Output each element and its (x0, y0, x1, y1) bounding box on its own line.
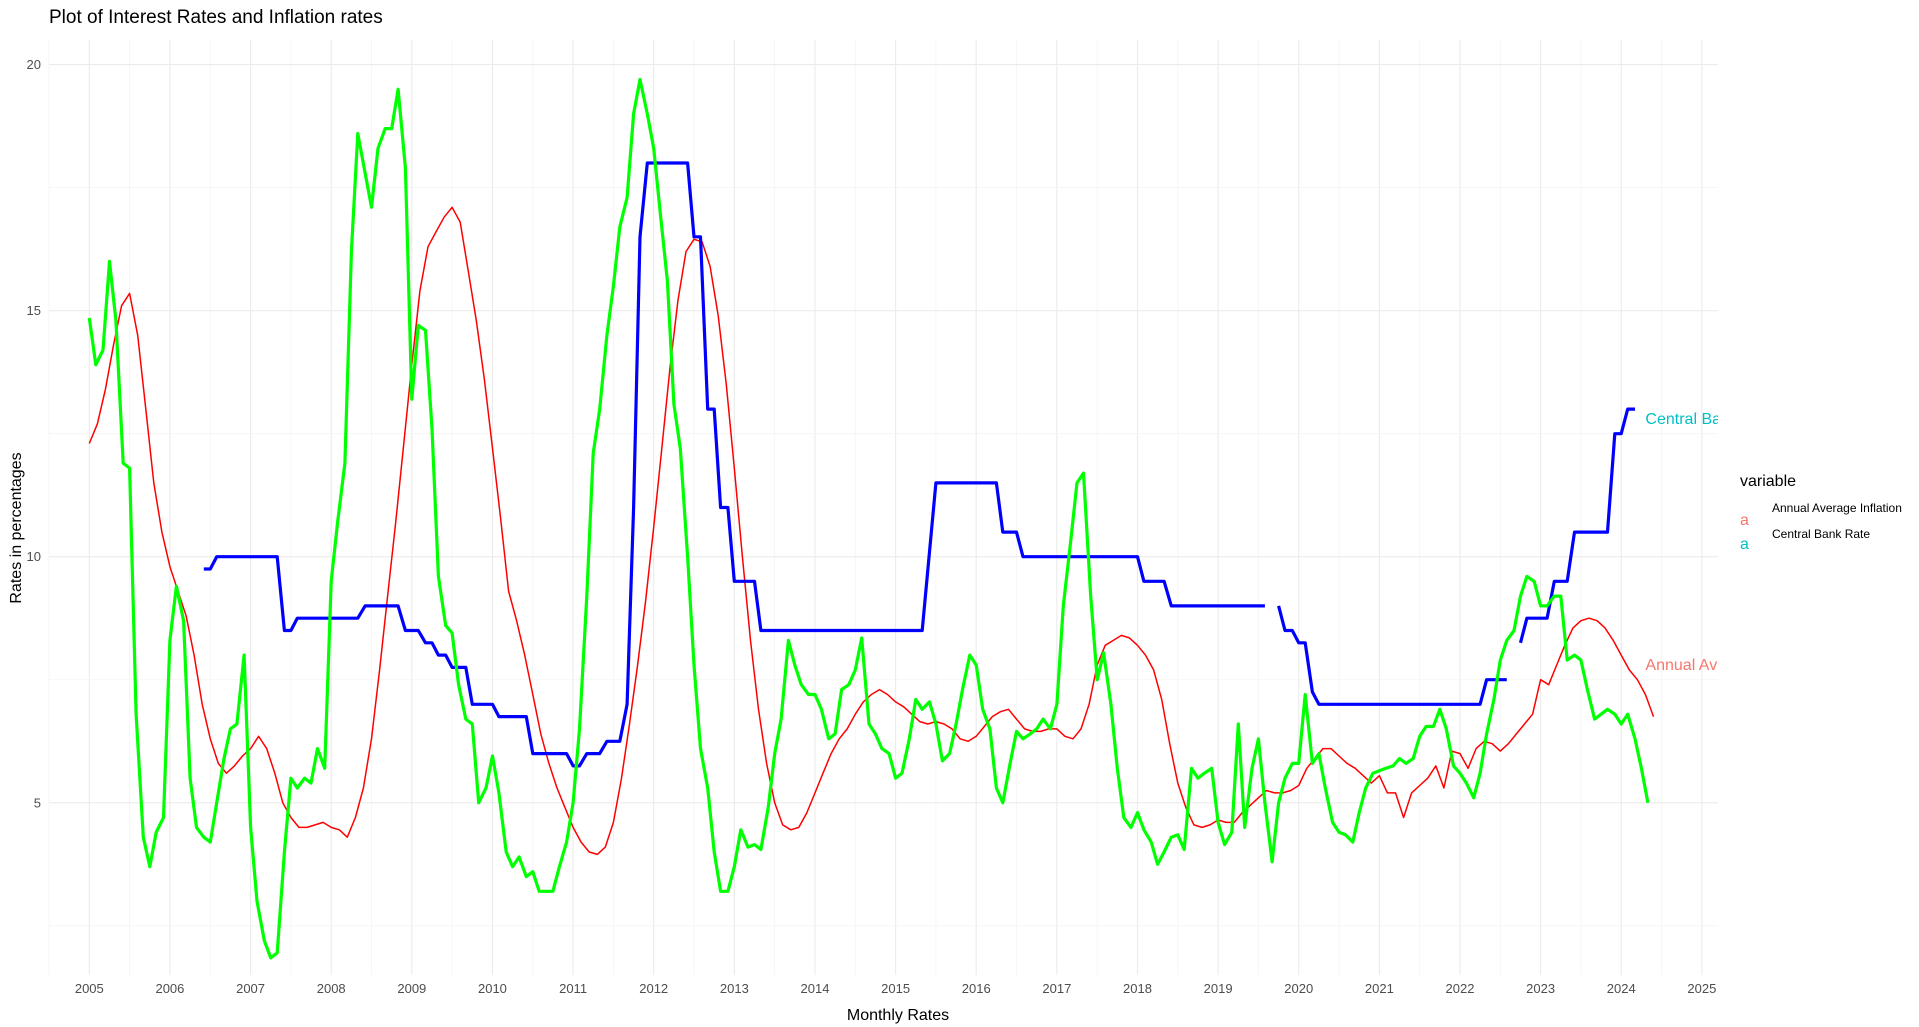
central-bank-rate-line (203, 161, 1265, 768)
central-bank-rate-line (1518, 407, 1635, 644)
x-tick-label: 2005 (75, 981, 104, 996)
x-tick-label: 2015 (881, 981, 910, 996)
x-tick-label: 2021 (1365, 981, 1394, 996)
x-tick-label: 2024 (1607, 981, 1636, 996)
y-axis-ticks: 5 10 15 20 (27, 57, 41, 810)
x-tick-label: 2016 (962, 981, 991, 996)
x-tick-label: 2017 (1042, 981, 1071, 996)
x-tick-label: 2011 (559, 981, 587, 996)
y-axis-title: Rates in percentages (8, 452, 25, 603)
legend-key-central-bank-rate: a (1740, 536, 1749, 553)
end-labels: Central Ba Annual Ave (1645, 411, 1726, 674)
legend: variable a Annual Average Inflation a Ce… (1740, 473, 1902, 553)
series-3-line (87, 77, 1650, 960)
y-tick-label: 20 (27, 57, 41, 72)
x-tick-label: 2010 (478, 981, 507, 996)
x-tick-label: 2009 (397, 981, 426, 996)
legend-title: variable (1740, 473, 1796, 490)
x-tick-label: 2012 (639, 981, 668, 996)
legend-label-annual-average-inflation: Annual Average Inflation (1772, 501, 1902, 515)
x-tick-label: 2022 (1446, 981, 1475, 996)
y-tick-label: 5 (34, 795, 41, 810)
x-axis-title: Monthly Rates (847, 1007, 949, 1024)
legend-key-annual-average-inflation: a (1740, 512, 1749, 529)
x-tick-label: 2025 (1687, 981, 1716, 996)
central-bank-rate-line (1277, 605, 1507, 706)
x-tick-label: 2014 (801, 981, 830, 996)
legend-label-central-bank-rate: Central Bank Rate (1772, 527, 1870, 541)
x-tick-label: 2023 (1526, 981, 1555, 996)
chart-title: Plot of Interest Rates and Inflation rat… (49, 7, 383, 28)
series-end-label: Annual Ave (1645, 657, 1726, 674)
y-tick-label: 10 (27, 549, 41, 564)
x-tick-label: 2013 (720, 981, 749, 996)
x-tick-label: 2008 (317, 981, 346, 996)
annual-average-inflation-line (88, 206, 1655, 856)
x-tick-label: 2006 (155, 981, 184, 996)
x-tick-label: 2020 (1284, 981, 1313, 996)
y-tick-label: 15 (27, 303, 41, 318)
series-lines (87, 77, 1655, 960)
x-tick-label: 2019 (1204, 981, 1233, 996)
x-axis-ticks: 2005 2006 2007 2008 2009 2010 2011 2012 2013 2014… (75, 981, 1716, 996)
x-tick-label: 2007 (236, 981, 265, 996)
series-end-label: Central Ba (1645, 411, 1721, 428)
x-tick-label: 2018 (1123, 981, 1152, 996)
